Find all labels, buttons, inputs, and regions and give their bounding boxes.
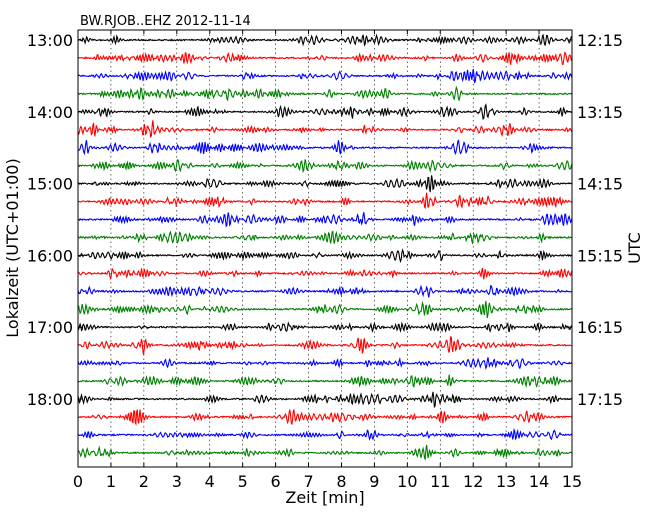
y-tick-label-left: 15:00 [27,175,73,194]
seismogram-trace [77,248,573,264]
y-tick-label-right: 17:15 [577,390,623,409]
y-tick-label-right: 12:15 [577,31,623,50]
seismogram-trace [77,175,573,193]
seismogram-trace [77,103,573,121]
seismogram-trace [77,284,573,298]
x-tick-label: 5 [238,472,248,491]
seismogram-trace [77,408,573,426]
seismogram-trace [77,85,573,102]
x-tick-label: 13 [496,472,516,491]
y-tick-label-right: 14:15 [577,175,623,194]
seismogram-trace [77,356,573,370]
seismogram-trace [77,267,573,281]
x-tick-label: 1 [106,472,116,491]
seismogram-trace [77,192,573,210]
seismogram-trace [77,51,573,66]
x-tick-label: 7 [303,472,313,491]
x-tick-label: 0 [73,472,83,491]
seismogram-trace [77,336,573,356]
y-tick-label-right: 15:15 [577,246,623,265]
x-tick-label: 9 [369,472,379,491]
seismogram-trace [77,427,573,441]
vertical-grid [110,30,540,467]
y-axis-label-right: UTC [625,232,644,264]
plot-frame [77,29,573,468]
x-axis-label: Zeit [min] [285,488,364,507]
y-axis-label: Lokalzeit (UTC+01:00) [3,158,22,337]
y-tick-label-left: 17:00 [27,318,73,337]
x-axis-ticks: 0 1 2 3 4 5 6 7 8 9 10 11 12 13 14 15 [73,30,582,491]
seismogram-trace [77,68,573,84]
x-tick-label: 4 [205,472,215,491]
x-tick-label: 11 [430,472,450,491]
seismogram-trace [77,300,573,319]
seismogram-trace [77,120,573,139]
seismogram-traces [77,33,573,461]
seismogram-trace [77,139,573,156]
x-tick-label: 15 [562,472,582,491]
seismogram-trace [77,444,573,461]
chart-title: BW.RJOB..EHZ 2012-11-14 [80,14,251,29]
x-tick-label: 8 [336,472,346,491]
seismogram-trace [77,212,573,228]
seismogram-trace [77,391,573,409]
y-tick-label-left: 13:00 [27,31,73,50]
x-tick-label: 3 [172,472,182,491]
seismogram-trace [77,230,573,246]
y-tick-label-right: 13:15 [577,103,623,122]
seismogram-trace [77,374,573,388]
x-tick-label: 6 [271,472,281,491]
x-tick-label: 2 [139,472,149,491]
x-tick-label: 12 [463,472,483,491]
y-tick-label-right: 16:15 [577,318,623,337]
y-tick-label-left: 16:00 [27,246,73,265]
seismogram-trace [77,159,573,174]
x-tick-label: 10 [397,472,417,491]
x-tick-label: 14 [529,472,549,491]
y-tick-label-left: 14:00 [27,103,73,122]
y-axis-ticks: 13:00 12:15 14:00 13:15 15:00 14:15 16:00 15:15… [27,31,623,409]
seismogram-trace [77,321,572,333]
seismogram-trace [77,33,573,47]
y-tick-label-left: 18:00 [27,390,73,409]
